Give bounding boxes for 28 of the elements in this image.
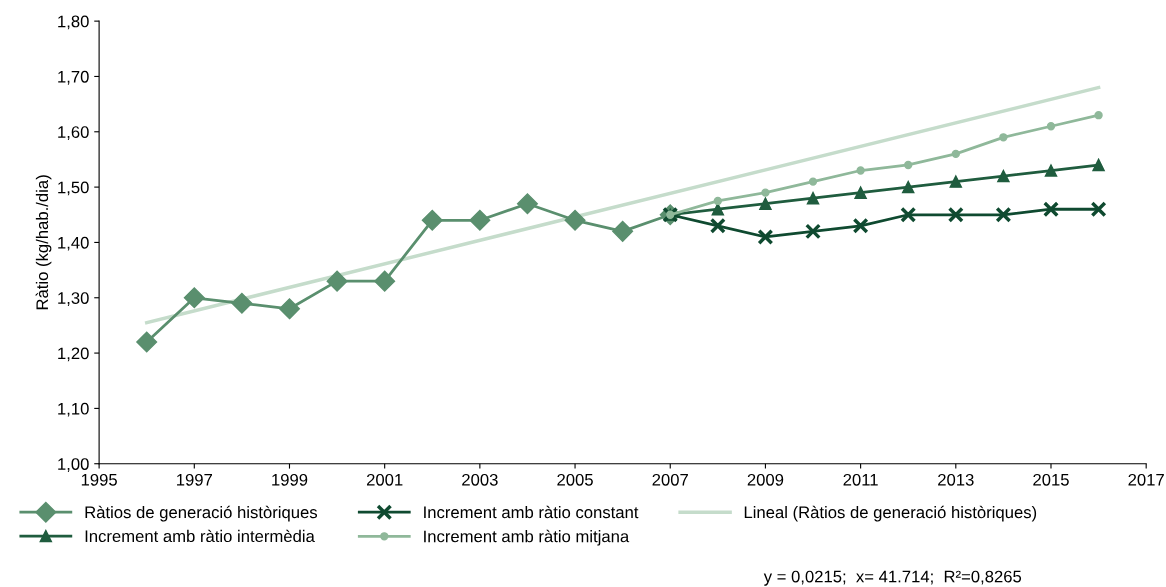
x-tick-label: 2013 <box>938 473 974 486</box>
y-tick-label: 1,10 <box>58 402 89 417</box>
y-tick-label: 1,40 <box>58 236 89 251</box>
x-tick-label: 1999 <box>272 473 308 486</box>
y-tick-label: 1,50 <box>58 181 89 196</box>
x-tick-label: 2017 <box>1128 473 1164 486</box>
text: y = 0,0215; x= 41.714; R²=0,8265 <box>763 570 1022 586</box>
y-tick-label: 1,30 <box>58 292 89 306</box>
x-tick-label: 2015 <box>1033 473 1069 486</box>
legend-label: Increment amb ràtio intermèdia <box>85 529 315 543</box>
legend-label: Increment amb ràtio constant <box>424 505 639 519</box>
legend-label: Ràtios de generació històriques <box>85 505 318 522</box>
x-tick-label: 2007 <box>652 473 688 486</box>
y-axis-title: Ràtio (kg/hab./dia) <box>35 175 52 310</box>
y-tick-label: 1,80 <box>58 15 89 30</box>
x-tick-label: 2009 <box>747 473 784 486</box>
x-tick-label: 1997 <box>177 473 212 486</box>
x-tick-label: 2005 <box>557 473 593 486</box>
x-tick-label: 2003 <box>462 473 498 486</box>
x-tick-label: 2011 <box>843 473 878 486</box>
x-tick-label: 1995 <box>81 473 117 486</box>
y-tick-label: 1,20 <box>58 347 89 362</box>
y-tick-label: 1,60 <box>58 126 89 140</box>
y-tick-label: 1,70 <box>58 70 89 85</box>
y-tick-label: 1,00 <box>58 458 89 472</box>
legend-label: Increment amb ràtio mitjana <box>424 529 630 546</box>
x-tick-label: 2001 <box>366 473 403 486</box>
legend-label: Lineal (Ràtios de generació històriques) <box>744 505 1037 522</box>
